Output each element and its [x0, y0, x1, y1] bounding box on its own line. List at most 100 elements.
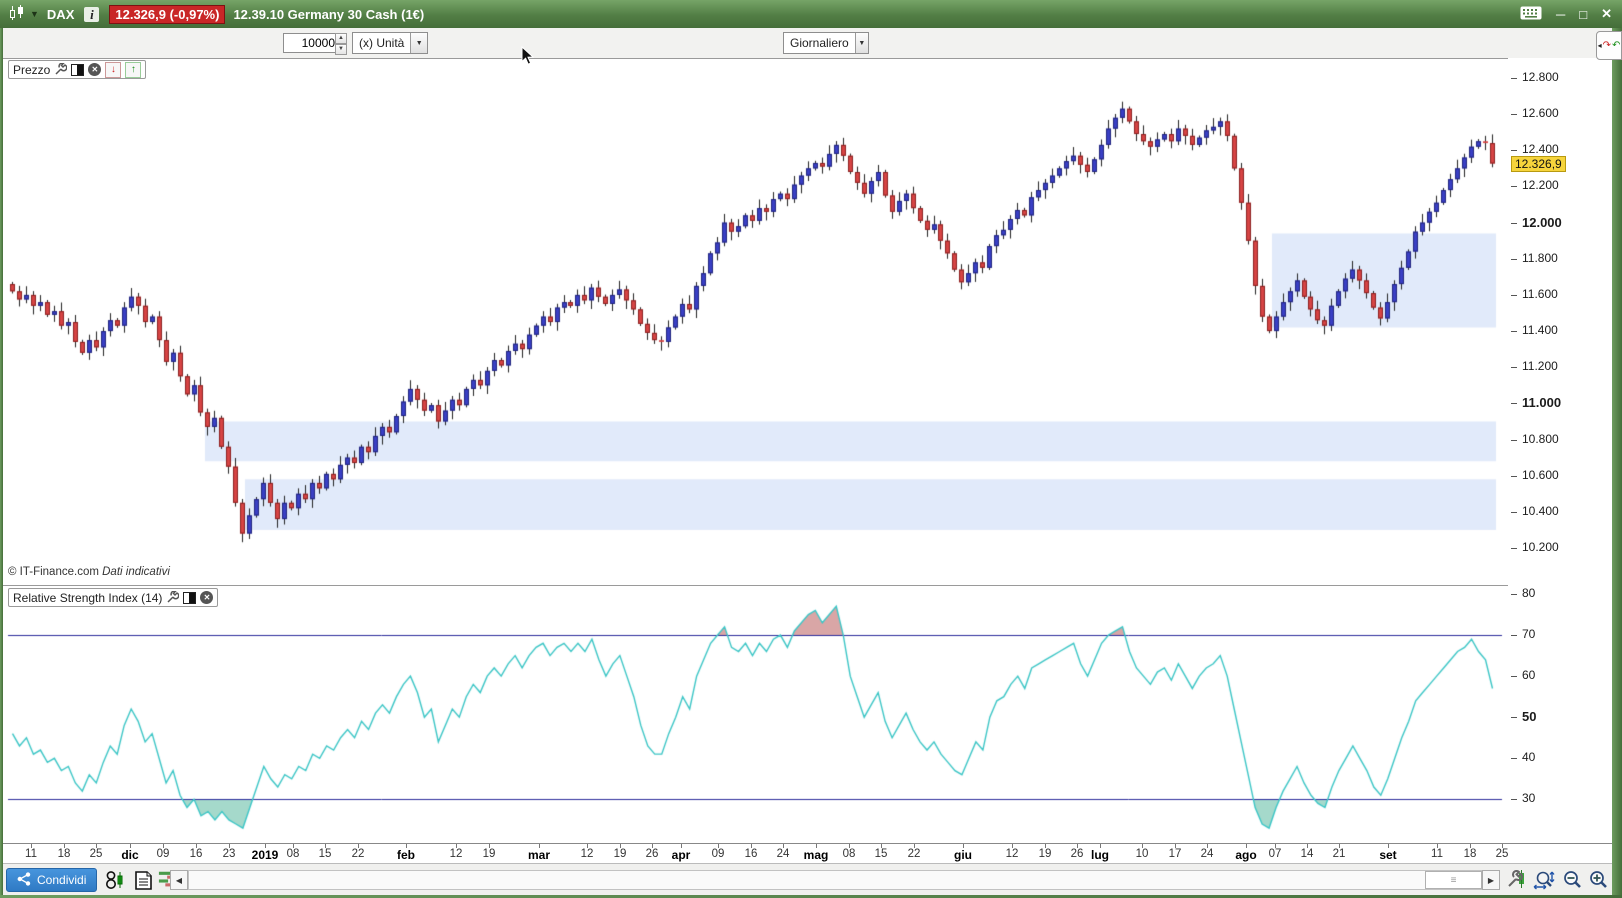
date-tick	[652, 844, 653, 848]
date-label: 08	[842, 848, 856, 860]
date-tick	[751, 844, 752, 848]
units-input[interactable]	[283, 33, 339, 53]
scroll-left-button[interactable]: ◀	[170, 870, 188, 890]
date-label: 07	[1268, 848, 1282, 860]
rsi-tick-label: 80	[1522, 586, 1536, 600]
date-tick	[963, 844, 964, 848]
scrollbar-thumb[interactable]: ≡	[1425, 871, 1482, 889]
price-tick	[1511, 150, 1517, 152]
timeframe-select[interactable]: Giornaliero ▼	[783, 32, 869, 54]
date-label: 26	[1070, 848, 1084, 860]
news-icon[interactable]	[132, 870, 154, 890]
close-panel-icon[interactable]: ✕	[88, 63, 102, 76]
rsi-tick	[1511, 717, 1517, 719]
maximize-button[interactable]: □	[1579, 6, 1588, 22]
date-label: 19	[613, 848, 627, 860]
date-tick	[1142, 844, 1143, 848]
date-tick	[914, 844, 915, 848]
chevron-down-icon[interactable]: ▼	[410, 33, 427, 53]
wrench-icon[interactable]	[166, 591, 180, 604]
zoom-in-button[interactable]	[1588, 870, 1610, 890]
date-tick	[681, 844, 682, 848]
units-mode-value: (x) Unità	[359, 36, 405, 50]
date-tick	[1470, 844, 1471, 848]
mouse-cursor	[521, 45, 535, 69]
symbol-name: DAX	[46, 6, 75, 22]
date-tick	[1077, 844, 1078, 848]
rsi-tick	[1511, 676, 1517, 678]
chevron-down-icon[interactable]: ▼	[854, 33, 868, 53]
date-label: apr	[671, 848, 691, 862]
date-label: 22	[907, 848, 921, 860]
zoom-out-button[interactable]	[1562, 870, 1584, 890]
stepper-down-icon[interactable]: ▼	[335, 44, 347, 55]
panel-collapse-tab[interactable]: ◂ ↷ ↶	[1596, 31, 1622, 60]
buy-order-button[interactable]: ↑	[125, 61, 142, 78]
price-tick	[1511, 258, 1517, 260]
panel-divider[interactable]	[0, 585, 1612, 586]
date-label: 16	[189, 848, 203, 860]
price-tick	[1511, 511, 1517, 513]
price-tick-label: 10.600	[1522, 467, 1559, 482]
time-scrollbar[interactable]: ≡	[188, 870, 1482, 890]
date-label: 14	[1300, 848, 1314, 860]
rsi-chart-canvas[interactable]	[0, 585, 1508, 843]
indicative-data-text: Dati indicativi	[102, 566, 170, 578]
minimize-button[interactable]: ─	[1556, 6, 1566, 22]
units-stepper[interactable]: ▲ ▼	[335, 33, 347, 55]
last-price-badge: 12.326,9	[1511, 155, 1566, 172]
chart-top-border	[0, 58, 1612, 59]
price-change-badge: 12.326,9 (-0,97%)	[109, 4, 226, 24]
zoom-fit-button[interactable]	[1532, 870, 1558, 890]
price-tick-label: 10.400	[1522, 503, 1559, 518]
date-label: 19	[1038, 848, 1052, 860]
scroll-right-button[interactable]: ▶	[1482, 870, 1500, 890]
price-tick	[1511, 222, 1517, 224]
keyboard-icon[interactable]	[1520, 6, 1542, 23]
date-tick	[1502, 844, 1503, 848]
date-label: 25	[89, 848, 103, 860]
wrench-icon[interactable]	[54, 63, 68, 76]
share-button[interactable]: Condividi	[6, 868, 98, 892]
price-tick-label: 11.600	[1522, 286, 1558, 301]
date-tick	[881, 844, 882, 848]
sell-order-button[interactable]: ↓	[105, 61, 122, 78]
price-tick-label: 12.600	[1522, 106, 1559, 121]
price-chart-canvas[interactable]	[0, 58, 1508, 585]
chart-settings-icon[interactable]	[1506, 870, 1528, 890]
rsi-tick	[1511, 799, 1517, 801]
date-tick	[1275, 844, 1276, 848]
date-label: 24	[776, 848, 790, 860]
date-tick	[587, 844, 588, 848]
date-label: 21	[1332, 848, 1346, 860]
date-tick	[229, 844, 230, 848]
date-label: giu	[954, 848, 972, 862]
date-label: 15	[874, 848, 888, 860]
date-tick	[1012, 844, 1013, 848]
date-tick	[1339, 844, 1340, 848]
detach-panel-icon[interactable]	[183, 591, 197, 604]
date-label: 17	[1168, 848, 1182, 860]
compare-icon[interactable]	[104, 870, 126, 890]
price-tick-label: 10.800	[1522, 431, 1559, 446]
stepper-up-icon[interactable]: ▲	[335, 33, 347, 44]
collapse-arrow-icon: ◂	[1597, 41, 1602, 50]
price-panel-header: Prezzo ✕ ↓ ↑	[8, 60, 147, 79]
price-tick-label: 12.000	[1522, 214, 1562, 230]
date-label: 24	[1200, 848, 1214, 860]
date-axis[interactable]: 11 18 25 dic 09 16 23 2019 08 15 22 feb 12 19 mar 12 19 2…	[0, 843, 1612, 864]
close-button[interactable]: ✕	[1601, 6, 1612, 21]
detach-panel-icon[interactable]	[71, 63, 85, 76]
info-icon[interactable]: i	[84, 6, 100, 22]
symbol-caret-icon[interactable]: ▼	[30, 9, 39, 19]
date-tick	[130, 844, 131, 848]
window-left-edge	[0, 28, 3, 898]
close-panel-icon[interactable]: ✕	[200, 591, 214, 604]
rsi-tick-label: 30	[1522, 791, 1536, 806]
date-tick	[456, 844, 457, 848]
date-label: 22	[351, 848, 365, 860]
units-mode-select[interactable]: (x) Unità ▼	[352, 32, 428, 54]
date-label: 10	[1135, 848, 1149, 860]
window-title-text: 12.39.10 Germany 30 Cash (1€)	[233, 6, 425, 22]
